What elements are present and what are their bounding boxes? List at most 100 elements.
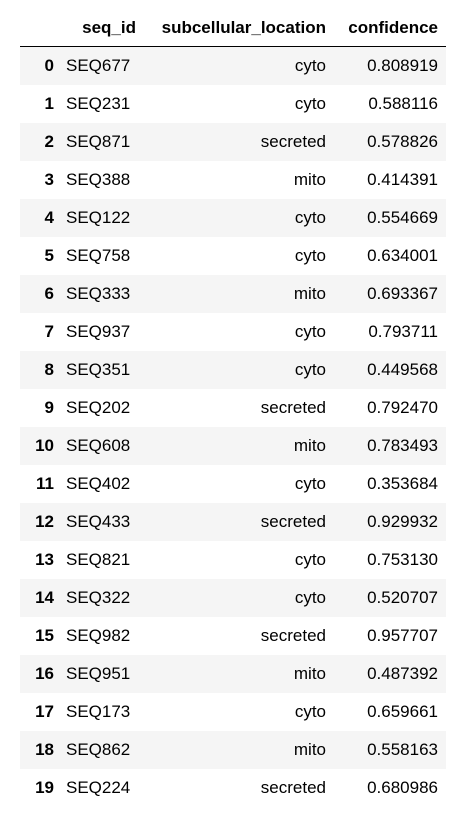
row-index: 8 xyxy=(44,360,54,379)
row-index: 18 xyxy=(35,740,54,759)
row-index: 19 xyxy=(35,778,54,797)
cell-confidence: 0.634001 xyxy=(367,246,438,265)
row-index: 17 xyxy=(35,702,54,721)
cell-subcellular-location: mito xyxy=(293,170,326,189)
cell-confidence: 0.693367 xyxy=(367,284,438,303)
cell-subcellular-location: mito xyxy=(293,740,326,759)
table-row: 9 SEQ202 secreted 0.792470 xyxy=(20,389,446,427)
cell-subcellular-location: secreted xyxy=(260,398,326,417)
cell-seq-id: SEQ351 xyxy=(66,360,131,379)
cell-seq-id: SEQ608 xyxy=(66,436,131,455)
cell-confidence: 0.793711 xyxy=(368,322,438,341)
cell-confidence: 0.414391 xyxy=(367,170,438,189)
column-header-confidence: confidence xyxy=(334,10,446,47)
cell-confidence: 0.753130 xyxy=(367,550,438,569)
cell-confidence: 0.929932 xyxy=(367,512,438,531)
cell-seq-id: SEQ862 xyxy=(66,740,131,759)
cell-seq-id: SEQ122 xyxy=(66,208,131,227)
header-row: seq_id subcellular_location confidence xyxy=(20,10,446,47)
table-row: 7 SEQ937 cyto 0.793711 xyxy=(20,313,446,351)
table-row: 14 SEQ322 cyto 0.520707 xyxy=(20,579,446,617)
table-row: 4 SEQ122 cyto 0.554669 xyxy=(20,199,446,237)
row-index: 11 xyxy=(36,474,54,493)
table-row: 8 SEQ351 cyto 0.449568 xyxy=(20,351,446,389)
cell-seq-id: SEQ388 xyxy=(66,170,131,189)
cell-seq-id: SEQ758 xyxy=(66,246,131,265)
cell-confidence: 0.659661 xyxy=(367,702,438,721)
cell-subcellular-location: cyto xyxy=(294,588,326,607)
table-body: 0 SEQ677 cyto 0.808919 1 SEQ231 cyto 0.588116 2 S… xyxy=(20,46,446,807)
cell-seq-id: SEQ433 xyxy=(66,512,131,531)
row-index: 15 xyxy=(35,626,54,645)
cell-seq-id: SEQ322 xyxy=(66,588,131,607)
row-index: 3 xyxy=(44,170,54,189)
row-index: 5 xyxy=(44,246,54,265)
cell-seq-id: SEQ333 xyxy=(66,284,131,303)
cell-subcellular-location: cyto xyxy=(294,208,326,227)
cell-confidence: 0.588116 xyxy=(368,94,438,113)
row-index: 0 xyxy=(44,56,54,75)
cell-subcellular-location: secreted xyxy=(260,512,326,531)
cell-seq-id: SEQ402 xyxy=(66,474,131,493)
cell-confidence: 0.792470 xyxy=(367,398,438,417)
table-row: 18 SEQ862 mito 0.558163 xyxy=(20,731,446,769)
row-index: 2 xyxy=(44,132,54,151)
row-index: 4 xyxy=(44,208,54,227)
cell-confidence: 0.957707 xyxy=(367,626,438,645)
cell-confidence: 0.487392 xyxy=(367,664,438,683)
table-row: 0 SEQ677 cyto 0.808919 xyxy=(20,46,446,85)
cell-seq-id: SEQ224 xyxy=(66,778,131,797)
column-header-seq-id: seq_id xyxy=(62,10,144,47)
cell-subcellular-location: cyto xyxy=(294,56,326,75)
cell-seq-id: SEQ871 xyxy=(66,132,131,151)
table-row: 12 SEQ433 secreted 0.929932 xyxy=(20,503,446,541)
cell-subcellular-location: secreted xyxy=(260,626,326,645)
row-index: 14 xyxy=(35,588,54,607)
table-row: 16 SEQ951 mito 0.487392 xyxy=(20,655,446,693)
cell-seq-id: SEQ982 xyxy=(66,626,131,645)
row-index: 10 xyxy=(35,436,54,455)
row-index: 6 xyxy=(44,284,54,303)
table-row: 5 SEQ758 cyto 0.634001 xyxy=(20,237,446,275)
cell-subcellular-location: secreted xyxy=(260,778,326,797)
row-index: 7 xyxy=(44,322,54,341)
cell-confidence: 0.353684 xyxy=(367,474,438,493)
cell-seq-id: SEQ951 xyxy=(66,664,131,683)
cell-seq-id: SEQ231 xyxy=(66,94,131,113)
column-header-subcellular-location: subcellular_location xyxy=(144,10,334,47)
row-index: 9 xyxy=(44,398,54,417)
cell-subcellular-location: cyto xyxy=(294,474,326,493)
cell-subcellular-location: mito xyxy=(293,436,326,455)
cell-seq-id: SEQ937 xyxy=(66,322,131,341)
cell-subcellular-location: cyto xyxy=(294,246,326,265)
cell-confidence: 0.520707 xyxy=(367,588,438,607)
table-row: 1 SEQ231 cyto 0.588116 xyxy=(20,85,446,123)
table-row: 13 SEQ821 cyto 0.753130 xyxy=(20,541,446,579)
cell-subcellular-location: cyto xyxy=(294,702,326,721)
cell-confidence: 0.554669 xyxy=(367,208,438,227)
cell-subcellular-location: mito xyxy=(293,664,326,683)
cell-confidence: 0.808919 xyxy=(367,56,438,75)
cell-confidence: 0.449568 xyxy=(367,360,438,379)
table-row: 19 SEQ224 secreted 0.680986 xyxy=(20,769,446,807)
cell-seq-id: SEQ173 xyxy=(66,702,131,721)
table-row: 10 SEQ608 mito 0.783493 xyxy=(20,427,446,465)
cell-subcellular-location: cyto xyxy=(294,550,326,569)
cell-confidence: 0.558163 xyxy=(367,740,438,759)
table-row: 15 SEQ982 secreted 0.957707 xyxy=(20,617,446,655)
row-index: 13 xyxy=(35,550,54,569)
cell-subcellular-location: secreted xyxy=(260,132,326,151)
cell-seq-id: SEQ202 xyxy=(66,398,131,417)
cell-subcellular-location: mito xyxy=(293,284,326,303)
row-index: 1 xyxy=(44,94,54,113)
table-row: 6 SEQ333 mito 0.693367 xyxy=(20,275,446,313)
row-index: 16 xyxy=(35,664,54,683)
cell-seq-id: SEQ677 xyxy=(66,56,131,75)
index-header xyxy=(20,10,62,47)
table-header: seq_id subcellular_location confidence xyxy=(20,10,446,47)
dataframe-table: seq_id subcellular_location confidence 0… xyxy=(20,10,446,807)
table-row: 2 SEQ871 secreted 0.578826 xyxy=(20,123,446,161)
cell-subcellular-location: cyto xyxy=(294,322,326,341)
cell-subcellular-location: cyto xyxy=(294,94,326,113)
